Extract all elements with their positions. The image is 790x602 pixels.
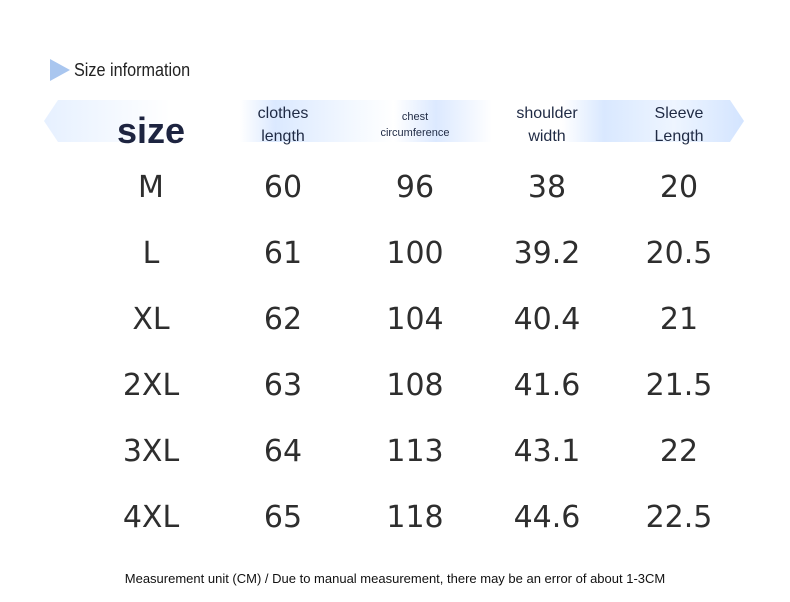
size-cell: XL: [132, 301, 170, 337]
chest-cell: 100: [386, 235, 444, 271]
sleeve-cell: 22.5: [645, 499, 713, 535]
table-row: 4XL 65 118 44.6 22.5: [85, 484, 745, 550]
length-cell: 63: [263, 367, 303, 403]
sleeve-cell: 20: [659, 169, 699, 205]
length-cell: 65: [263, 499, 303, 535]
sleeve-cell: 21.5: [645, 367, 713, 403]
measurement-footnote: Measurement unit (CM) / Due to manual me…: [124, 571, 666, 586]
shoulder-cell: 40.4: [513, 301, 581, 337]
length-cell: 61: [263, 235, 303, 271]
chest-cell: 108: [386, 367, 444, 403]
size-cell: 3XL: [122, 433, 180, 469]
length-cell: 60: [263, 169, 303, 205]
table-row: L 61 100 39.2 20.5: [85, 220, 745, 286]
header-shoulder-label: shoulder width: [516, 105, 578, 145]
header-sleeve-length: Sleeve Length: [613, 100, 745, 150]
section-title-text: Size information: [74, 59, 191, 80]
sleeve-cell: 20.5: [645, 235, 713, 271]
table-row: 3XL 64 113 43.1 22: [85, 418, 745, 484]
header-size-label: size: [116, 110, 186, 151]
sleeve-cell: 22: [659, 433, 699, 469]
chest-cell: 113: [386, 433, 444, 469]
size-cell: L: [142, 235, 160, 271]
header-shoulder-width: shoulder width: [481, 100, 613, 150]
shoulder-cell: 43.1: [513, 433, 581, 469]
length-cell: 62: [263, 301, 303, 337]
header-sleeve-label: Sleeve Length: [654, 105, 704, 145]
header-band: [44, 100, 744, 142]
table-row: 2XL 63 108 41.6 21.5: [85, 352, 745, 418]
shoulder-cell: 38: [527, 169, 567, 205]
size-table: M 60 96 38 20 L 61 100 39.2 20.5 XL 62 1…: [85, 154, 745, 550]
table-row: M 60 96 38 20: [85, 154, 745, 220]
chest-cell: 96: [395, 169, 435, 205]
header-size: size: [85, 100, 217, 151]
section-title: Size information: [50, 56, 203, 84]
header-clothes-length: clothes length: [217, 100, 349, 150]
size-cell: M: [138, 169, 164, 205]
header-clothes-length-label: clothes length: [257, 105, 309, 145]
shoulder-cell: 44.6: [513, 499, 581, 535]
shoulder-cell: 39.2: [513, 235, 581, 271]
header-chest-label: chest circumference: [380, 111, 450, 139]
header-chest-circumference: chest circumference: [349, 100, 481, 150]
shoulder-cell: 41.6: [513, 367, 581, 403]
chest-cell: 118: [386, 499, 444, 535]
size-cell: 4XL: [122, 499, 180, 535]
table-row: XL 62 104 40.4 21: [85, 286, 745, 352]
size-cell: 2XL: [122, 367, 180, 403]
table-header: size clothes length chest circumference …: [85, 100, 745, 151]
sleeve-cell: 21: [659, 301, 699, 337]
triangle-icon: [50, 59, 70, 81]
length-cell: 64: [263, 433, 303, 469]
chest-cell: 104: [386, 301, 444, 337]
